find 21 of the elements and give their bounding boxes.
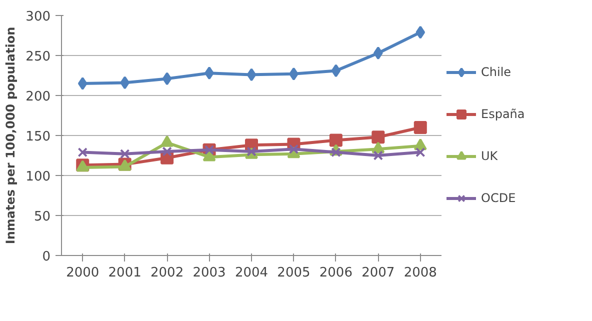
x-tick-label: 2004 [234,266,268,280]
x-tick-label: 2001 [108,266,142,280]
legend-label: Chile [481,65,512,79]
y-axis-title: Inmates per 100,000 population [4,26,18,244]
y-tick-label: 50 [34,210,51,224]
x-tick-label: 2007 [362,266,395,280]
y-tick-label: 250 [26,50,51,64]
x-tick-label: 2005 [277,266,310,280]
y-tick-label: 0 [42,250,51,264]
x-tick-label: 2003 [192,266,226,280]
legend-label: UK [481,149,499,163]
x-tick-label: 2008 [404,266,437,280]
legend-label: España [481,107,525,121]
y-tick-label: 100 [26,170,51,184]
x-tick-label: 2000 [66,266,100,280]
y-tick-label: 200 [26,90,51,104]
legend-label: OCDE [481,191,516,205]
x-tick-label: 2002 [150,266,184,280]
y-tick-label: 150 [26,130,51,144]
x-tick-label: 2006 [319,266,352,280]
y-tick-label: 300 [26,10,51,24]
